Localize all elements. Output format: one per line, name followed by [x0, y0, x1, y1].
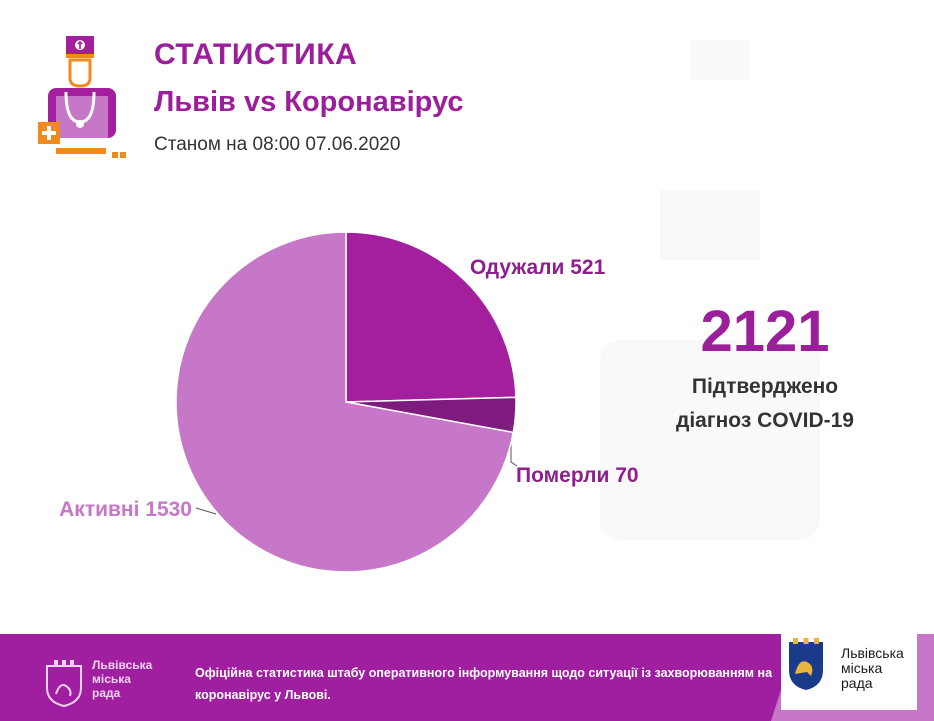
pie-slice-label: Активні 1530 [59, 498, 192, 521]
pie-leader-line [195, 507, 217, 515]
page-title: СТАТИСТИКА [154, 38, 358, 71]
footer-council-name: Львівська міська рада [92, 658, 152, 700]
total-label-line2: діагноз COVID-19 [676, 409, 854, 432]
date-stamp: Станом на 08:00 07.06.2020 [154, 134, 401, 155]
footer-disclaimer: Офіційна статистика штабу оперативного і… [195, 662, 775, 706]
pie-chart: Одужали 521 Померли 70 Активні 1530 [59, 231, 639, 573]
footer-bar: Львівська міська рада Офіційна статистик… [0, 634, 934, 721]
total-count: 2121 [700, 299, 830, 364]
page-subtitle: Львів vs Коронавірус [154, 86, 464, 118]
doctor-icon [38, 36, 126, 158]
badge-council-name: Львівська міська рада [841, 646, 904, 691]
badge-line3: рада [841, 675, 873, 691]
badge-line1: Львівська [841, 645, 904, 661]
pie-slice-label: Одужали 521 [470, 256, 606, 279]
footer-council-line2: міська [92, 672, 131, 686]
footer-council-line1: Львівська [92, 658, 153, 672]
badge-line2: міська [841, 660, 883, 676]
council-badge [771, 634, 934, 721]
city-council-crest-icon [46, 660, 82, 708]
footer-disclaimer-line2: коронавірус у Львові. [195, 688, 331, 702]
watermark-doctor-icon [600, 40, 820, 540]
pie-slice [175, 231, 515, 573]
footer-disclaimer-line1: Офіційна статистика штабу оперативного і… [195, 666, 773, 680]
pie-slice-label: Померли 70 [516, 464, 639, 487]
footer-council-line3: рада [92, 686, 121, 700]
total-label-line1: Підтверджено [691, 375, 839, 398]
pie-slice [345, 231, 517, 403]
total-label: Підтверджено діагноз COVID-19 [655, 370, 875, 438]
